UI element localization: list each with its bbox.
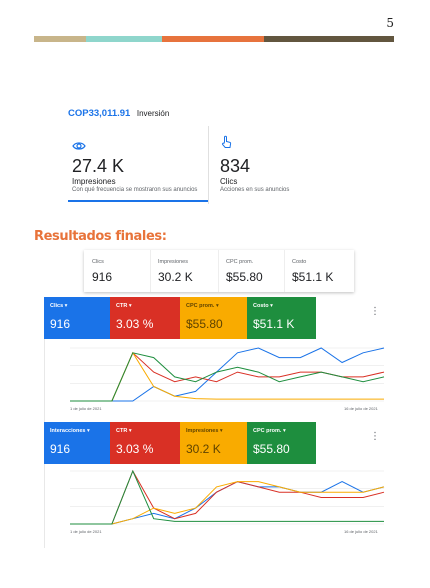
panel1-chart: [70, 347, 385, 402]
clicks-title: Clics: [220, 177, 238, 186]
summary-card: Clics 916 Impresiones 30.2 K CPC prom. $…: [84, 250, 354, 292]
impressions-title: Impresiones: [72, 177, 116, 186]
summary-cell-cpc: CPC prom. $55.80: [218, 250, 284, 292]
tile-label: CTR ▾: [116, 303, 132, 309]
summary-separator: [218, 250, 219, 292]
tile-value: $55.80: [253, 442, 290, 456]
summary-separator: [284, 250, 285, 292]
summary-label: CPC prom.: [226, 259, 254, 265]
investment-amount: COP33,011.91: [68, 108, 131, 119]
panel2-tile-cpc[interactable]: CPC prom. ▾ $55.80: [247, 422, 316, 464]
investment-label: Inversión: [136, 109, 170, 118]
tile-value: $51.1 K: [253, 317, 295, 331]
panel2-chart: [70, 469, 385, 525]
tile-value: 916: [50, 317, 71, 331]
tile-label: Clics ▾: [50, 303, 68, 309]
summary-separator: [150, 250, 151, 292]
summary-value: $51.1 K: [292, 270, 334, 284]
clicks-description: Acciones en sus anuncios: [220, 187, 290, 193]
series-line-clics: [70, 347, 385, 402]
impressions-selected-underline: [68, 200, 208, 202]
impressions-description: Con qué frecuencia se mostraron sus anun…: [72, 187, 198, 193]
impressions-value: 27.4 K: [72, 156, 125, 176]
header-stripe-orange: [162, 36, 264, 42]
series-line-cpc-prom-: [70, 469, 384, 525]
panel2-x-end: 16 de julio de 2021: [344, 529, 378, 534]
tile-value: 30.2 K: [186, 442, 221, 456]
tile-label: CTR ▾: [116, 428, 132, 434]
panel1-metric-tiles: Clics ▾ 916 CTR ▾ 3.03 % CPC prom. ▾ $55…: [44, 297, 316, 339]
investment-header: COP33,011.91 Inversión: [68, 108, 169, 119]
panel1-x-start: 1 de julio de 2021: [70, 406, 102, 411]
summary-cell-cost: Costo $51.1 K: [284, 250, 354, 292]
summary-label: Impresiones: [158, 259, 188, 265]
tile-label: CPC prom. ▾: [253, 428, 286, 434]
eye-icon: [72, 138, 86, 156]
panel1-tile-ctr[interactable]: CTR ▾ 3.03 %: [110, 297, 180, 339]
tile-value: $55.80: [186, 317, 223, 331]
more-options-icon[interactable]: ⋮: [370, 306, 380, 317]
summary-value: 30.2 K: [158, 270, 193, 284]
header-stripe-mint: [86, 36, 162, 42]
tile-label: Costo ▾: [253, 303, 273, 309]
summary-label: Clics: [92, 259, 104, 265]
metric-divider: [208, 126, 209, 204]
panel1-tile-cpc[interactable]: CPC prom. ▾ $55.80: [180, 297, 247, 339]
clicks-value: 834: [220, 156, 251, 176]
series-line-ctr: [70, 469, 385, 525]
tile-value: 3.03 %: [116, 317, 154, 331]
tile-label: Interacciones ▾: [50, 428, 90, 434]
panel2-tile-interactions[interactable]: Interacciones ▾ 916: [44, 422, 110, 464]
panel2-metric-tiles: Interacciones ▾ 916 CTR ▾ 3.03 % Impresi…: [44, 422, 316, 464]
more-options-icon[interactable]: ⋮: [370, 431, 380, 442]
series-line-ctr: [70, 351, 385, 402]
tile-label: Impresiones ▾: [186, 428, 223, 434]
tile-value: 916: [50, 442, 71, 456]
panel2-x-start: 1 de julio de 2021: [70, 529, 102, 534]
summary-value: 916: [92, 270, 113, 284]
summary-cell-impressions: Impresiones 30.2 K: [150, 250, 218, 292]
panel1-tile-clicks[interactable]: Clics ▾ 916: [44, 297, 110, 339]
panel1-x-end: 16 de julio de 2021: [344, 406, 378, 411]
series-line-impresiones: [70, 481, 385, 525]
series-line-interacciones: [70, 481, 385, 525]
header-stripe-brown: [264, 36, 394, 42]
panel2-tile-ctr[interactable]: CTR ▾ 3.03 %: [110, 422, 180, 464]
header-stripe-tan: [34, 36, 86, 42]
cursor-hand-icon: [221, 135, 232, 154]
summary-value: $55.80: [226, 270, 263, 284]
series-line-costo: [70, 352, 385, 402]
section-title: Resultados finales:: [34, 229, 167, 244]
page-number: 5: [386, 16, 394, 30]
panel2-tile-impressions[interactable]: Impresiones ▾ 30.2 K: [180, 422, 247, 464]
summary-label: Costo: [292, 259, 307, 265]
summary-cell-clicks: Clics 916: [84, 250, 150, 292]
tile-label: CPC prom. ▾: [186, 303, 219, 309]
tile-value: 3.03 %: [116, 442, 154, 456]
panel1-tile-cost[interactable]: Costo ▾ $51.1 K: [247, 297, 316, 339]
